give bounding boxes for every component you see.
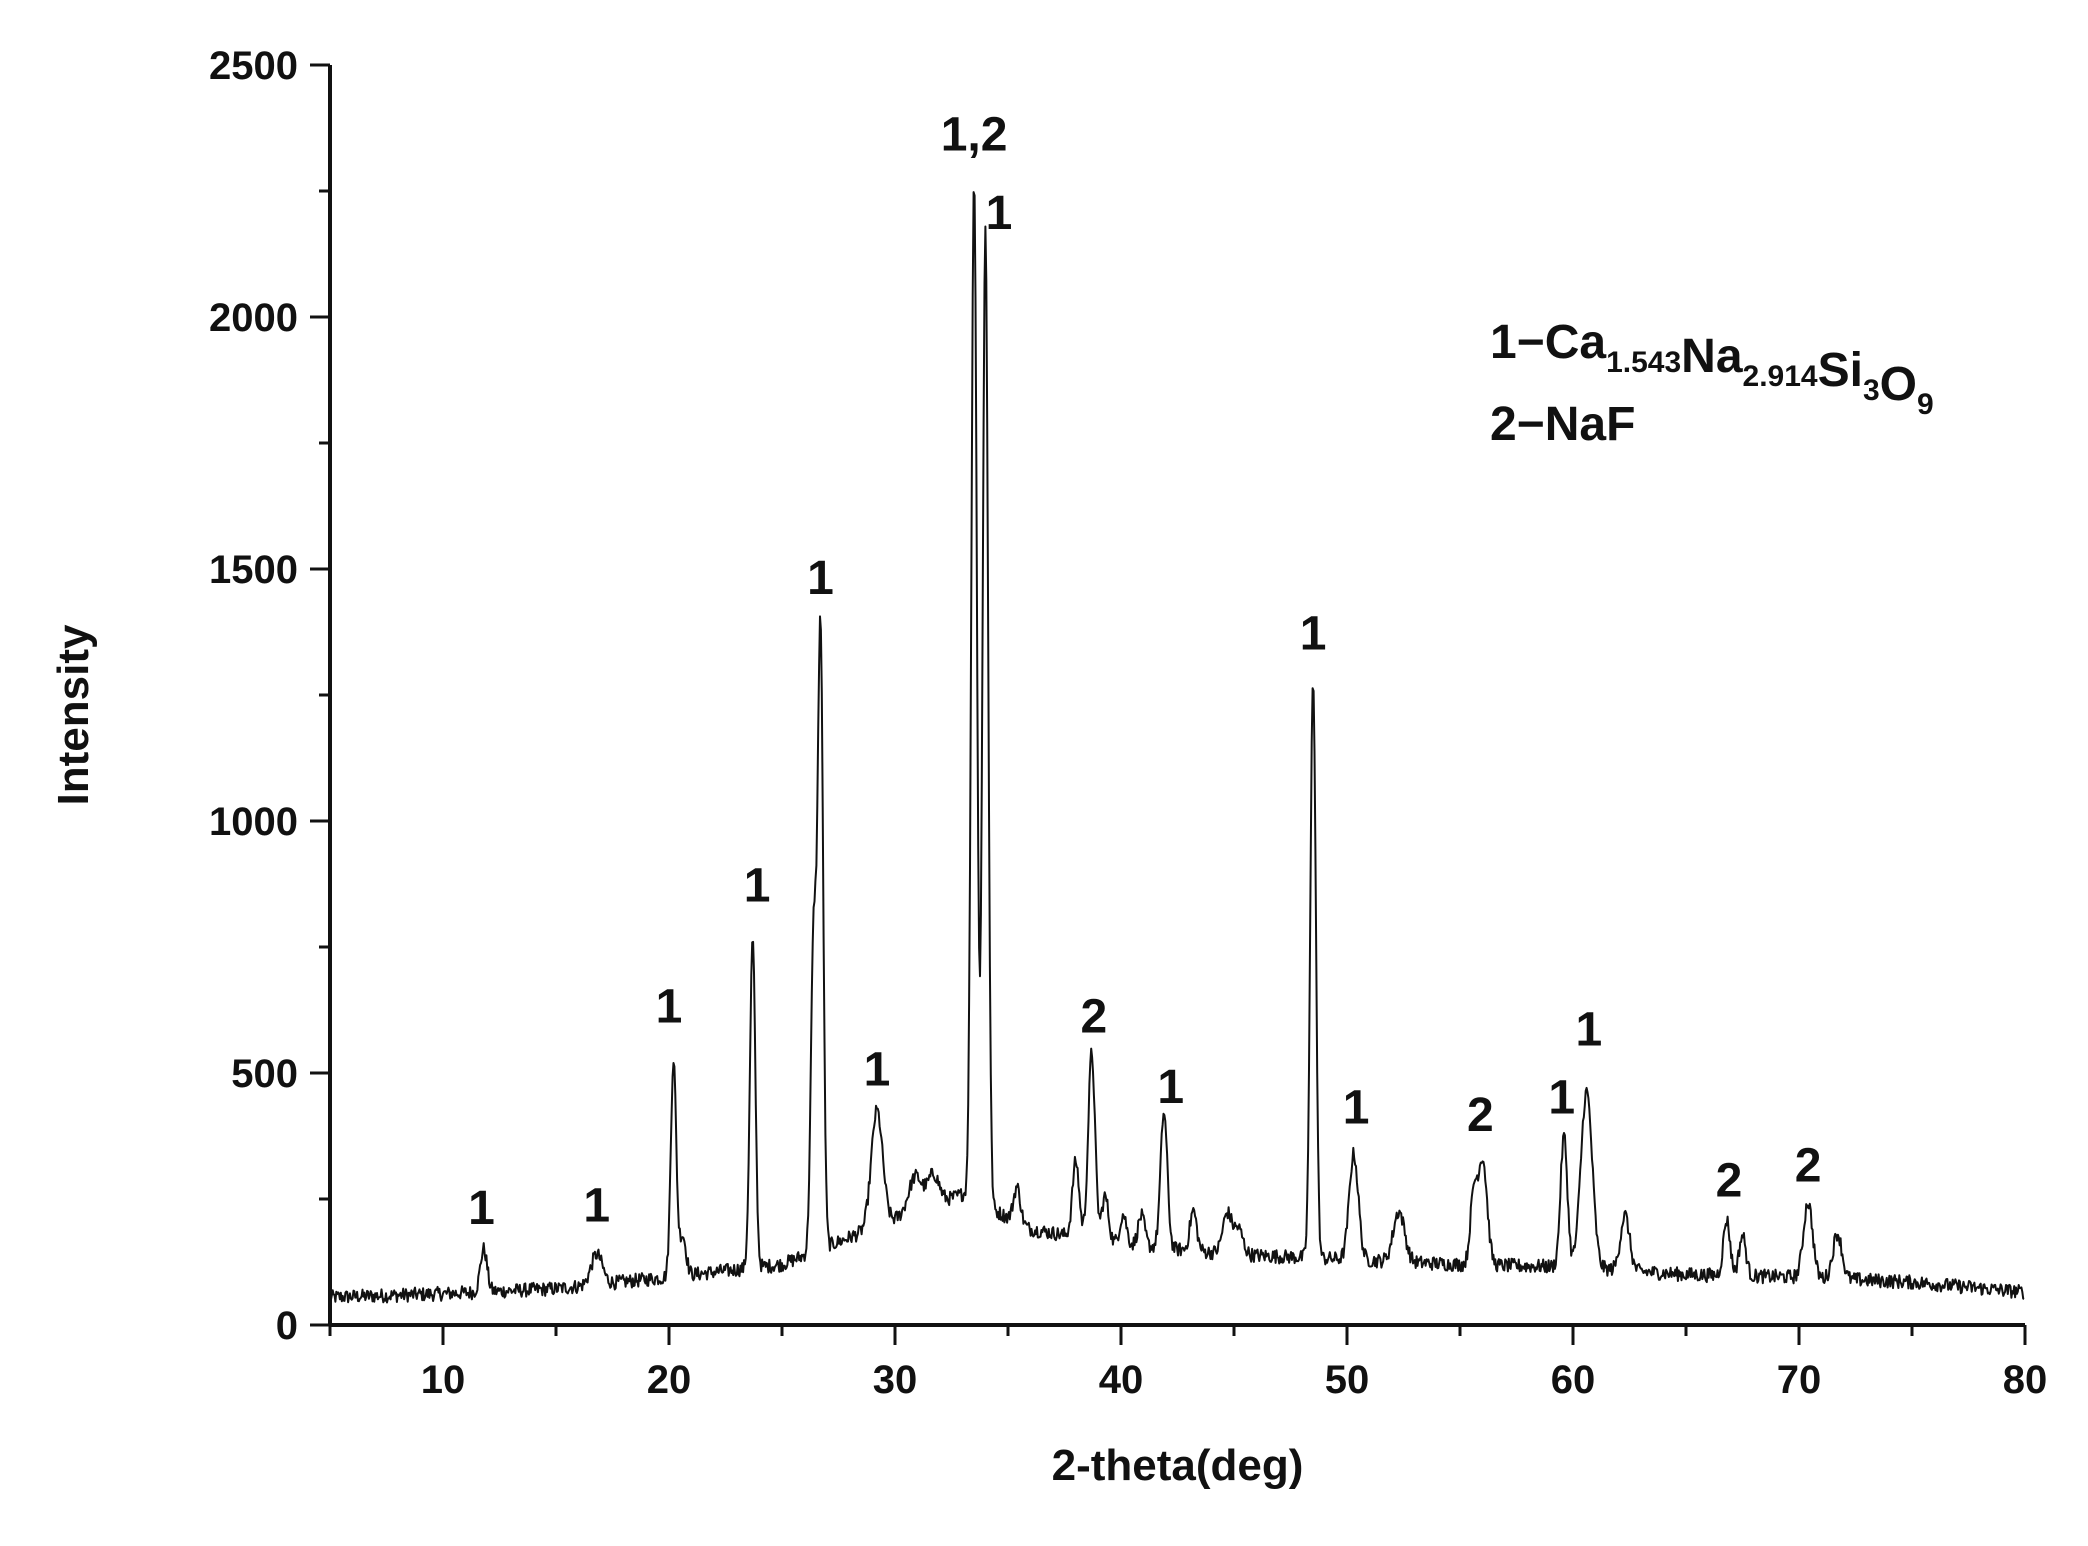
peak-label: 1 (1300, 608, 1327, 661)
axes (328, 65, 2025, 1327)
x-tick-label: 60 (1551, 1358, 1596, 1402)
legend-entry: 2−NaF (1490, 398, 1635, 451)
y-tick-label: 2000 (209, 296, 298, 340)
x-ticks: 10 20 30 40 50 60 70 80 (328, 1325, 2048, 1402)
peak-label: 2 (1467, 1089, 1494, 1142)
peak-label: 1 (468, 1182, 495, 1235)
y-tick-label: 500 (231, 1052, 298, 1096)
peak-label: 2 (1081, 991, 1108, 1044)
legend-entry: 1−Ca1.543Na2.914Si3O9 (1490, 316, 1934, 421)
peak-label: 2 (1795, 1139, 1822, 1192)
y-ticks: 0 500 1000 1500 2000 2500 (209, 44, 330, 1348)
peak-label: 1 (656, 981, 683, 1034)
peak-label: 1 (1343, 1081, 1370, 1134)
y-tick-label: 0 (276, 1304, 298, 1348)
peak-label: 1 (583, 1180, 610, 1233)
peak-label: 1 (864, 1044, 891, 1097)
peak-label: 2 (1716, 1154, 1743, 1207)
x-tick-label: 80 (2003, 1358, 2048, 1402)
y-tick-label: 1000 (209, 800, 298, 844)
x-tick-label: 10 (421, 1358, 466, 1402)
y-axis-title: Intensity (49, 624, 98, 805)
peak-label: 1 (1548, 1071, 1575, 1124)
peak-label: 1 (1157, 1061, 1184, 1114)
y-tick-label: 2500 (209, 44, 298, 88)
peak-label: 1 (986, 187, 1013, 240)
peak-label: 1 (1575, 1003, 1602, 1056)
peak-label: 1 (744, 860, 771, 913)
peak-label: 1 (807, 552, 834, 605)
y-tick-label: 1500 (209, 548, 298, 592)
x-tick-label: 20 (647, 1358, 692, 1402)
x-tick-label: 70 (1777, 1358, 1822, 1402)
x-tick-label: 50 (1325, 1358, 1370, 1402)
x-tick-label: 40 (1099, 1358, 1144, 1402)
x-axis-title: 2-theta(deg) (1052, 1441, 1304, 1490)
peak-label: 1,2 (941, 109, 1008, 162)
xrd-pattern-line (329, 191, 2025, 1304)
x-tick-label: 30 (873, 1358, 918, 1402)
